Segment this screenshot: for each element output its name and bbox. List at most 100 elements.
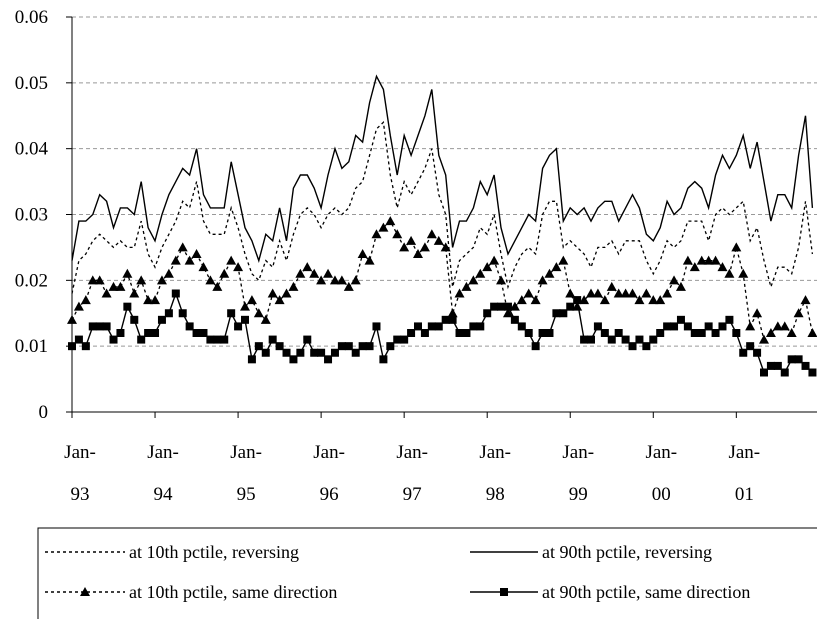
point-marker [261,348,270,357]
x-tick-label: Jan-94 [147,442,179,505]
point-marker [773,361,782,370]
point-marker [67,314,77,324]
point-marker [337,342,346,351]
point-marker [386,342,395,351]
point-marker [81,342,90,351]
point-marker [87,275,98,285]
point-marker [745,321,756,331]
point-marker [753,348,762,357]
point-marker [116,329,125,337]
point-marker [475,268,486,278]
point-marker [801,361,810,370]
point-marker [406,235,417,245]
point-marker [717,262,728,272]
point-marker [786,328,797,337]
legend-label: at 90th pctile, same direction [542,582,750,602]
point-marker [234,322,243,331]
point-marker [274,295,285,305]
point-marker [434,322,443,331]
point-marker [628,342,637,351]
point-marker [634,295,645,305]
point-marker [600,329,609,337]
point-marker [289,355,298,364]
point-marker [739,348,748,357]
point-marker [627,288,638,298]
point-marker [779,321,790,331]
point-marker [572,301,583,311]
y-tick-label: 0 [39,402,49,423]
point-marker [227,309,236,318]
point-marker [226,255,237,265]
point-marker [296,348,305,357]
point-marker [613,288,624,298]
point-marker [524,329,533,337]
point-marker [551,262,562,272]
point-marker [303,335,312,344]
point-marker [433,235,444,245]
point-marker [302,262,313,272]
point-marker [614,329,623,337]
x-tick-label: Jan-95 [230,442,262,505]
point-marker [689,262,700,272]
point-marker [74,335,83,344]
point-marker [316,275,327,285]
point-marker [164,309,173,318]
point-marker [343,281,354,291]
point-marker [130,315,139,324]
point-marker [476,322,485,331]
point-marker [682,255,693,265]
legend-label: at 10th pctile, reversing [129,542,299,562]
point-marker [441,315,450,324]
point-marker [399,242,410,252]
point-marker [385,216,396,226]
point-marker [544,268,555,278]
point-marker [191,249,202,258]
point-marker [102,322,111,331]
x-tick-label: Jan-93 [64,442,96,505]
point-marker [254,342,263,351]
point-marker [690,329,699,337]
point-marker [109,335,118,344]
point-marker [765,328,776,337]
legend-label: at 10th pctile, same direction [129,582,337,602]
point-marker [497,302,506,311]
y-tick-label: 0.04 [15,139,49,160]
point-marker [469,322,478,331]
point-marker [233,262,244,272]
point-marker [177,242,188,252]
legend-box [37,527,817,619]
point-marker [592,288,603,298]
point-marker [593,322,602,331]
point-marker [267,288,278,298]
point-marker [620,288,631,298]
point-marker [530,295,541,305]
point-marker [295,268,306,278]
point-marker [599,295,610,305]
point-marker [455,329,464,337]
x-tick-label: Jan-99 [562,442,594,505]
point-marker [573,296,582,305]
series-line [71,120,814,294]
point-marker [309,268,320,278]
point-marker [151,329,160,337]
point-marker [697,329,706,337]
point-marker [800,295,811,305]
point-marker [621,335,630,344]
point-marker [68,342,76,351]
point-marker [144,329,153,337]
point-marker [807,328,817,337]
point-marker [324,355,333,364]
point-marker [523,288,534,298]
y-tick-label: 0.06 [15,7,48,28]
point-marker [275,342,284,351]
point-marker [586,288,596,298]
point-marker [509,301,520,311]
point-marker [336,275,347,285]
point-marker [426,229,437,239]
point-marker [656,329,665,337]
point-marker [205,275,216,285]
point-marker [565,288,576,298]
point-marker [88,322,97,331]
point-marker [759,334,769,344]
